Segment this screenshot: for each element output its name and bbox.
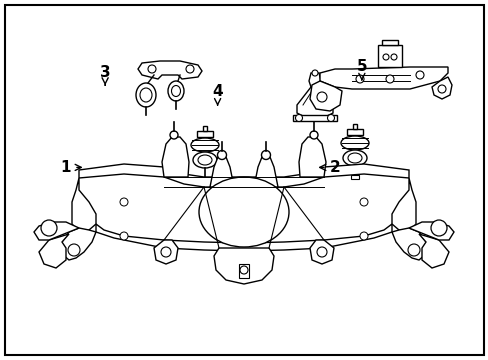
Circle shape [185,65,194,73]
Polygon shape [154,240,178,264]
Circle shape [148,65,156,73]
Polygon shape [96,224,391,251]
Bar [346,129,362,135]
Circle shape [68,244,80,256]
Polygon shape [39,234,69,268]
Text: 5: 5 [356,59,366,80]
Circle shape [316,247,326,257]
Polygon shape [308,73,320,87]
Circle shape [359,198,367,206]
Circle shape [161,247,171,257]
Polygon shape [79,164,408,187]
Polygon shape [418,234,448,268]
Bar [292,115,336,121]
Ellipse shape [309,131,317,139]
Circle shape [430,220,446,236]
Ellipse shape [170,131,178,139]
Ellipse shape [140,88,152,102]
Ellipse shape [171,85,180,96]
Circle shape [359,232,367,240]
Ellipse shape [193,152,217,168]
Bar [201,177,208,181]
Polygon shape [72,178,96,232]
Polygon shape [253,157,278,187]
Ellipse shape [347,153,361,163]
Polygon shape [62,228,96,260]
Polygon shape [431,77,451,99]
Polygon shape [296,87,332,117]
Circle shape [385,75,393,83]
Bar [381,40,397,45]
Bar [352,124,356,129]
Ellipse shape [191,138,219,152]
Ellipse shape [199,177,288,247]
Ellipse shape [342,150,366,166]
Polygon shape [298,137,325,177]
Text: 4: 4 [212,84,223,105]
Polygon shape [162,137,189,177]
Ellipse shape [136,83,156,107]
Bar [203,126,206,131]
Circle shape [407,244,419,256]
Circle shape [41,220,57,236]
Polygon shape [214,248,273,284]
Polygon shape [391,228,425,260]
Circle shape [355,75,363,83]
Ellipse shape [340,136,368,150]
Circle shape [415,71,423,79]
Circle shape [120,232,128,240]
Bar [197,131,213,137]
Circle shape [120,198,128,206]
Polygon shape [138,61,202,79]
Circle shape [240,266,247,274]
Bar [377,45,401,67]
Ellipse shape [217,150,226,159]
Circle shape [316,92,326,102]
Polygon shape [309,81,341,111]
Ellipse shape [261,150,270,159]
Text: 3: 3 [100,64,110,85]
Circle shape [382,54,388,60]
Bar [239,264,248,278]
Polygon shape [209,157,234,187]
Circle shape [295,114,302,122]
Ellipse shape [168,81,183,101]
Ellipse shape [198,155,212,165]
Polygon shape [309,240,333,264]
Circle shape [327,114,334,122]
Circle shape [311,70,317,76]
Text: 1: 1 [61,160,81,175]
Polygon shape [319,67,447,89]
Polygon shape [391,178,415,232]
Circle shape [437,85,445,93]
Bar [350,175,358,179]
Polygon shape [34,222,79,240]
Circle shape [390,54,396,60]
Text: 2: 2 [319,160,340,175]
Polygon shape [408,222,453,240]
